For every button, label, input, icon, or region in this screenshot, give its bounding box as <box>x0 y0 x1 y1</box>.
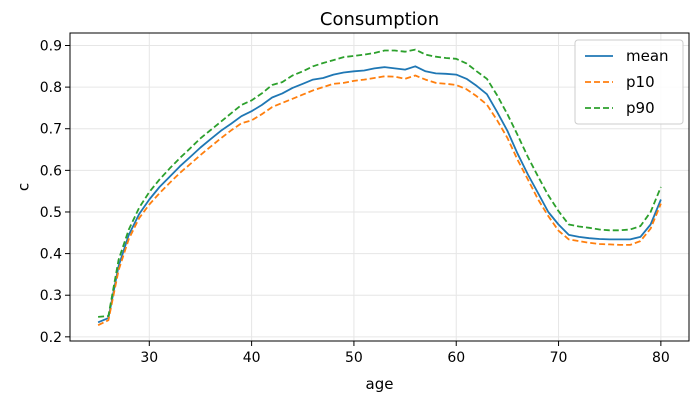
x-tick-label: 50 <box>345 350 363 366</box>
y-tick-label: 0.3 <box>40 288 62 304</box>
y-tick-label: 0.4 <box>40 247 62 263</box>
series-line-mean <box>97 65 662 324</box>
y-tick-label: 0.8 <box>40 80 62 96</box>
y-tick-label: 0.9 <box>40 38 62 54</box>
x-tick-label: 80 <box>652 350 670 366</box>
x-tick-label: 40 <box>243 350 261 366</box>
x-tick-label: 30 <box>140 350 158 366</box>
legend-label-p10: p10 <box>626 73 655 91</box>
series-line-p90 <box>98 48 662 318</box>
x-axis-ticks: 30 40 50 60 70 80 <box>140 341 670 366</box>
x-axis-label: age <box>366 375 394 393</box>
plot-frame <box>69 32 690 342</box>
legend: mean p10 p90 <box>574 39 684 125</box>
x-tick-label: 60 <box>447 350 465 366</box>
legend-label-mean: mean <box>626 47 669 65</box>
y-tick-label: 0.5 <box>40 205 62 221</box>
legend-label-p90: p90 <box>626 99 655 117</box>
series-lines <box>97 48 662 327</box>
x-tick-label: 70 <box>550 350 568 366</box>
legend-box <box>574 39 684 125</box>
chart-title: Consumption <box>320 9 439 30</box>
y-tick-label: 0.7 <box>40 122 62 138</box>
y-tick-label: 0.6 <box>40 163 62 179</box>
y-axis-label: c <box>15 183 33 191</box>
y-tick-label: 0.2 <box>40 330 62 346</box>
series-line-p10 <box>97 74 662 327</box>
y-axis-ticks: 0.2 0.3 0.4 0.5 0.6 0.7 0.8 0.9 <box>40 38 70 346</box>
